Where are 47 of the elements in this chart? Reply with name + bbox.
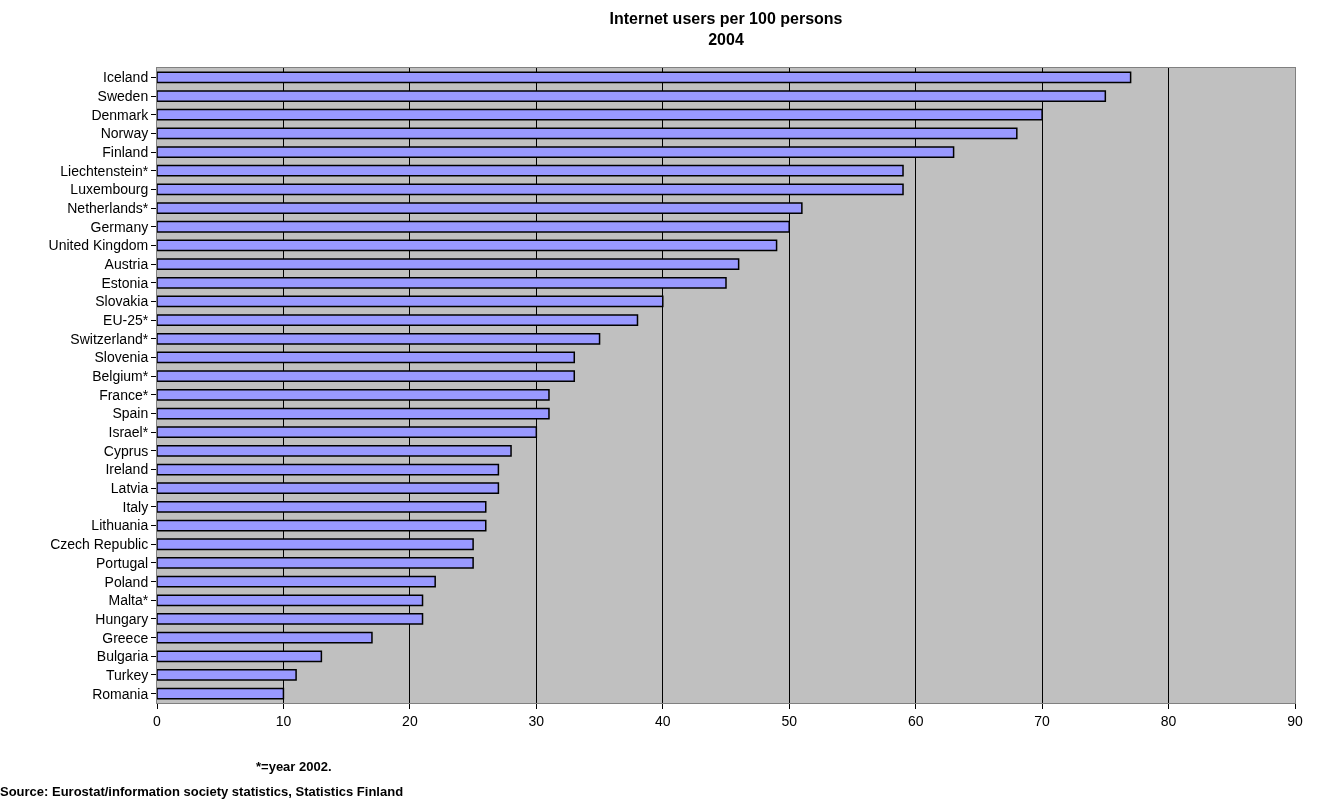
x-tick-label: 60 [907, 712, 924, 729]
y-tick-label: Netherlands* [67, 199, 149, 216]
x-tick-label: 40 [654, 712, 671, 729]
chart-title: Internet users per 100 persons 2004 [609, 10, 843, 48]
y-tick-label: Greece [102, 629, 149, 646]
y-tick-label: Israel* [108, 424, 149, 441]
x-tick-label: 20 [402, 712, 418, 729]
y-tick-label: Latvia [110, 480, 149, 497]
x-tick-label: 70 [1034, 712, 1051, 729]
y-tick-label: Lithuania [91, 517, 149, 534]
y-tick-label: Portugal [96, 554, 149, 571]
y-tick-label: Sweden [97, 87, 149, 104]
y-tick-label: Malta* [108, 592, 149, 609]
y-tick-label: Spain [112, 405, 149, 422]
y-tick-label: Finland [102, 143, 149, 160]
y-tick-label: Hungary [95, 610, 149, 627]
y-tick-label: Italy [122, 498, 149, 515]
x-tick-label: 90 [1287, 712, 1303, 729]
y-tick-label: Romania [92, 685, 149, 702]
y-tick-label: Iceland [103, 69, 149, 86]
y-tick-label: Denmark [91, 106, 150, 123]
text: *=year 2002. [256, 759, 332, 774]
y-tick-label: Belgium* [92, 368, 149, 385]
y-tick-label: Slovakia [95, 293, 149, 310]
x-tick-label: 30 [528, 712, 545, 729]
y-tick-label: Luxembourg [70, 181, 149, 198]
y-tick-label: Ireland [105, 461, 149, 478]
y-tick-label: Czech Republic [50, 536, 149, 553]
y-tick-label: United Kingdom [48, 237, 149, 254]
y-tick-label: Liechtenstein* [60, 162, 149, 179]
y-tick-label: France* [99, 386, 149, 403]
y-tick-label: Norway [100, 125, 149, 142]
y-tick-label: Slovenia [94, 349, 149, 366]
x-tick-label: 80 [1160, 712, 1177, 729]
x-tick-label: 10 [275, 712, 292, 729]
y-tick-label: Bulgaria [96, 648, 149, 665]
y-tick-label: Austria [104, 256, 149, 272]
x-tick-label: 50 [781, 712, 798, 729]
y-tick-label: Estonia [101, 274, 149, 291]
y-tick-label: EU-25* [103, 312, 149, 329]
y-tick-label: Germany [90, 218, 149, 235]
y-tick-label: Turkey [105, 666, 149, 683]
y-tick-label: Cyprus [103, 442, 149, 459]
y-tick-label: Switzerland* [70, 330, 149, 347]
x-tick-label: 0 [153, 712, 162, 729]
y-tick-label: Poland [104, 573, 149, 590]
source-note: Source: Eurostat/information society statistics, Statistics Finland [0, 784, 404, 799]
